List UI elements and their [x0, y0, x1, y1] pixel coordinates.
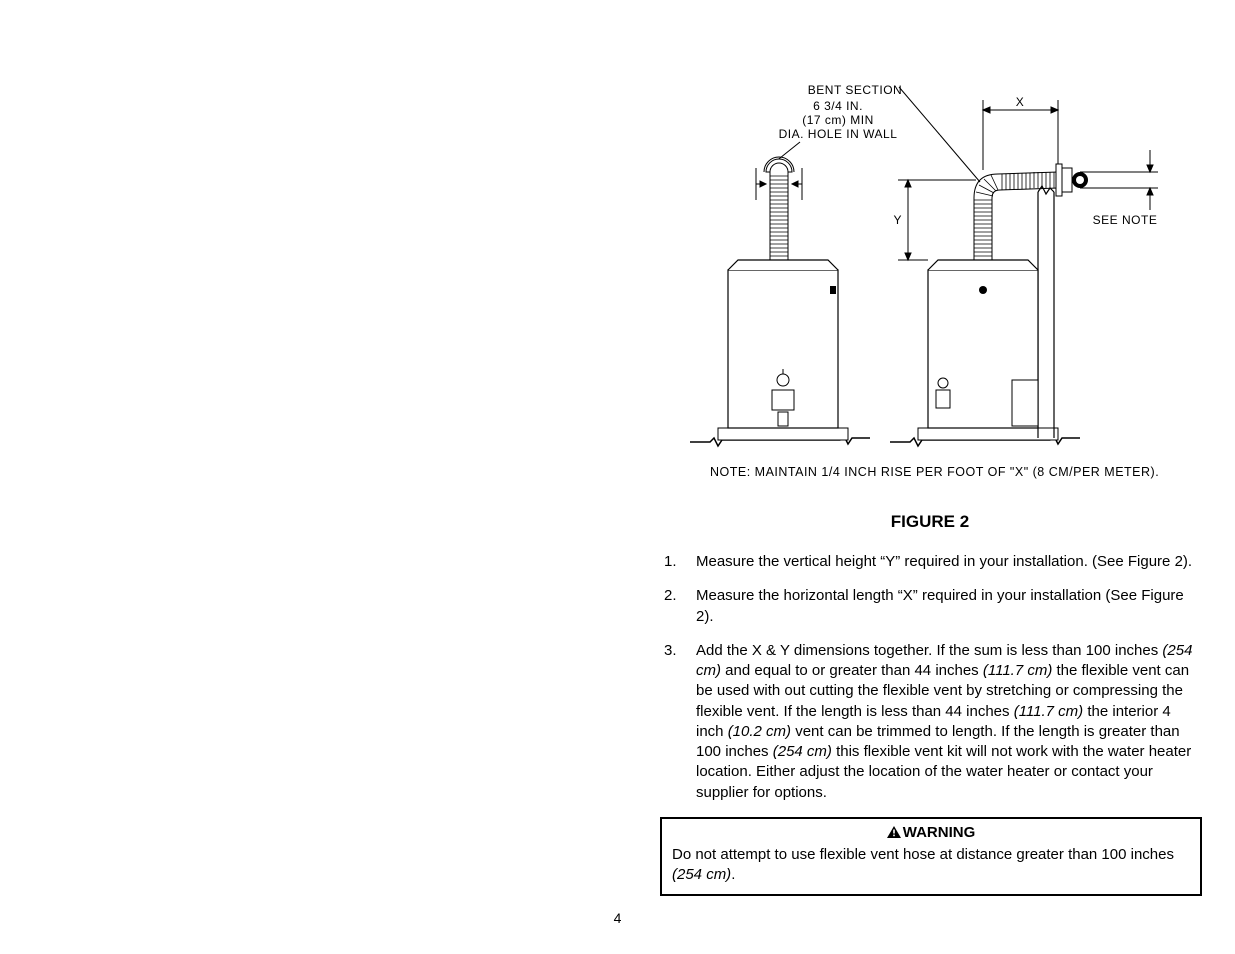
- step3-i2: (111.7 cm): [983, 662, 1052, 679]
- warning-body: Do not attempt to use flexible vent hose…: [672, 845, 1190, 886]
- label-y: Y: [893, 213, 902, 227]
- left-heater-top: [728, 260, 838, 270]
- step-1-body: Measure the vertical height “Y” required…: [696, 552, 1200, 572]
- label-hole-line2: (17 cm) MIN: [802, 113, 874, 127]
- warning-body-2: .: [731, 866, 735, 883]
- dim-x: [983, 100, 1058, 170]
- step-3-body: Add the X & Y dimensions together. If th…: [696, 641, 1200, 803]
- leader-bent-section: [899, 87, 940, 135]
- warning-body-1: Do not attempt to use flexible vent hose…: [672, 846, 1174, 863]
- step3-p1: Add the X & Y dimensions together. If th…: [696, 642, 1162, 659]
- step3-i5: (254 cm): [773, 743, 832, 760]
- right-heater-top: [928, 260, 1038, 270]
- dim-see-note: [1080, 150, 1158, 210]
- step-3-num: 3.: [660, 641, 696, 803]
- figure-note: NOTE: MAINTAIN 1/4 INCH RISE PER FOOT OF…: [710, 465, 1159, 479]
- page-number: 4: [0, 910, 1235, 926]
- step-2-num: 2.: [660, 586, 696, 627]
- label-see-note: SEE NOTE: [1093, 213, 1158, 227]
- right-dot: [979, 286, 987, 294]
- left-side-hatch: [830, 286, 836, 294]
- right-wall: [1038, 186, 1054, 438]
- step-3: 3. Add the X & Y dimensions together. If…: [660, 641, 1200, 803]
- label-hole-line3: DIA. HOLE IN WALL: [779, 127, 898, 141]
- content-column: BENT SECTION 6 3/4 IN. (17 cm) MIN DIA. …: [660, 80, 1200, 896]
- left-flex-vent: [764, 157, 794, 260]
- steps-list: 1. Measure the vertical height “Y” requi…: [660, 552, 1200, 803]
- figure-title: FIGURE 2: [660, 512, 1200, 532]
- step-1: 1. Measure the vertical height “Y” requi…: [660, 552, 1200, 572]
- warning-header: WARNING: [672, 823, 1190, 843]
- step-1-num: 1.: [660, 552, 696, 572]
- step3-p2: and equal to or greater than 44 inches: [721, 662, 983, 679]
- step-2: 2. Measure the horizontal length “X” req…: [660, 586, 1200, 627]
- right-flex-vent: [974, 164, 1088, 260]
- label-bent-section: BENT SECTION: [808, 83, 902, 97]
- right-base: [918, 428, 1058, 440]
- step-2-body: Measure the horizontal length “X” requir…: [696, 586, 1200, 627]
- step3-i4: (10.2 cm): [728, 723, 791, 740]
- step3-i3: (111.7 cm): [1014, 703, 1083, 720]
- warning-body-i: (254 cm): [672, 866, 731, 883]
- page: BENT SECTION 6 3/4 IN. (17 cm) MIN DIA. …: [0, 0, 1235, 954]
- warning-box: WARNING Do not attempt to use flexible v…: [660, 817, 1202, 896]
- warning-header-text: WARNING: [903, 824, 976, 841]
- label-hole-line1: 6 3/4 IN.: [813, 99, 863, 113]
- right-panel: [1012, 380, 1038, 426]
- dim-y: [898, 180, 976, 260]
- warning-icon: [887, 826, 901, 838]
- right-gas-valve: [936, 378, 950, 408]
- left-base: [718, 428, 848, 440]
- label-x: X: [1016, 95, 1025, 109]
- figure-2-diagram: BENT SECTION 6 3/4 IN. (17 cm) MIN DIA. …: [680, 80, 1180, 500]
- leader-bent-to-elbow: [940, 135, 980, 182]
